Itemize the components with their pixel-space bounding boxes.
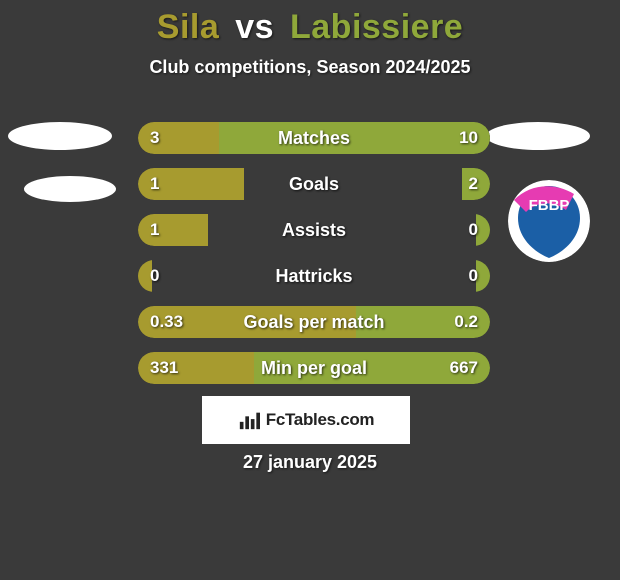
bar-label: Goals per match xyxy=(138,306,490,338)
title-player1: Sila xyxy=(157,8,219,46)
subtitle: Club competitions, Season 2024/2025 xyxy=(0,57,620,78)
bar-label: Min per goal xyxy=(138,352,490,384)
club-badge-right: FBBP xyxy=(508,180,590,262)
bar-label: Hattricks xyxy=(138,260,490,292)
title-vs: vs xyxy=(235,8,274,46)
footer-brand-text: FcTables.com xyxy=(266,410,375,430)
bar-row: 331667Min per goal xyxy=(138,352,490,384)
bar-label: Matches xyxy=(138,122,490,154)
team-right-ellipse xyxy=(486,122,590,150)
infographic-root: Sila vs Labissiere Club competitions, Se… xyxy=(0,0,620,580)
bar-row: 0.330.2Goals per match xyxy=(138,306,490,338)
date-text: 27 january 2025 xyxy=(0,452,620,473)
team-left-ellipse-1 xyxy=(8,122,112,150)
club-badge-svg: FBBP xyxy=(508,180,590,262)
bar-row: 10Assists xyxy=(138,214,490,246)
bar-row: 12Goals xyxy=(138,168,490,200)
barchart-icon xyxy=(238,409,260,431)
title-player2: Labissiere xyxy=(290,8,463,46)
bar-label: Assists xyxy=(138,214,490,246)
bar-label: Goals xyxy=(138,168,490,200)
footer-brand-box: FcTables.com xyxy=(202,396,410,444)
svg-text:FBBP: FBBP xyxy=(529,197,570,214)
comparison-bars: 310Matches 12Goals 10Assists 00Hattricks 0.3… xyxy=(138,122,490,398)
title: Sila vs Labissiere xyxy=(0,0,620,47)
team-left-ellipse-2 xyxy=(24,176,116,202)
bar-row: 00Hattricks xyxy=(138,260,490,292)
bar-row: 310Matches xyxy=(138,122,490,154)
